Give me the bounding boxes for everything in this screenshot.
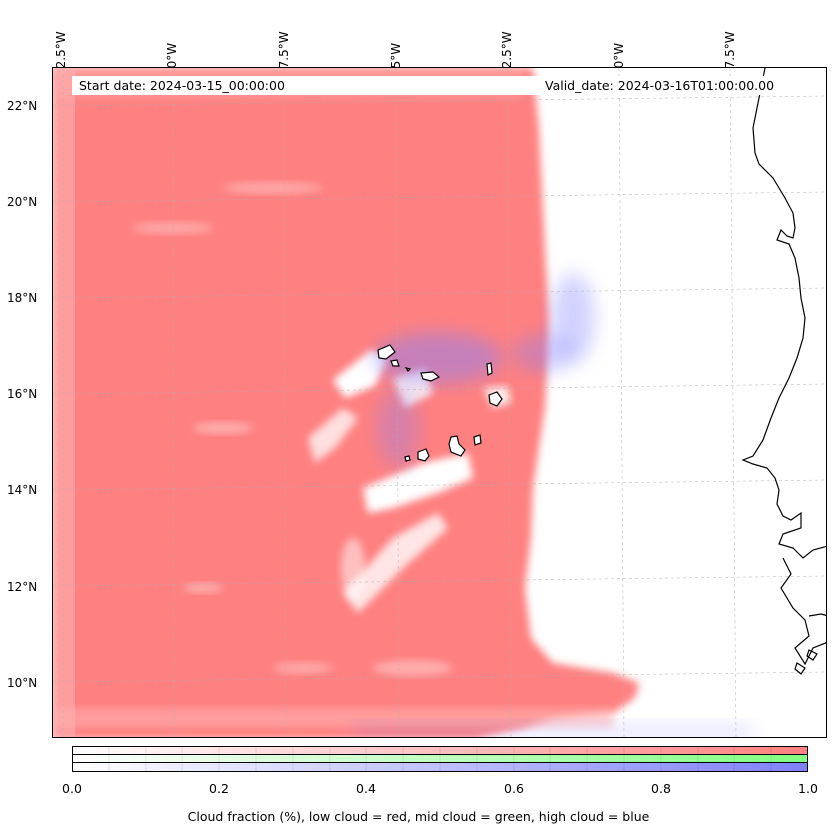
lat-label-16n: 16°N [7,387,38,401]
lat-label-14n: 14°N [7,483,38,497]
cape-verde-islands [377,344,503,462]
colorbar-svg [72,746,808,772]
colorbar-tick-0: 0.0 [62,781,82,796]
colorbar [72,746,808,772]
lat-label-18n: 18°N [7,291,38,305]
lat-label-12n: 12°N [7,580,38,594]
lat-label-22n: 22°N [7,99,38,113]
lat-label-10n: 10°N [7,676,38,690]
african-coastline [741,68,826,675]
colorbar-tick-5: 1.0 [798,781,818,796]
colorbar-tick-2: 0.4 [356,781,376,796]
valid-date-label: Valid_date: 2024-03-16T01:00:00.00 [545,78,775,93]
colorbar-caption: Cloud fraction (%), low cloud = red, mid… [187,809,650,824]
cloud-map [53,68,826,737]
map-panel [52,67,827,738]
date-header-band [72,76,802,95]
colorbar-tick-3: 0.6 [504,781,524,796]
high-cloud-field [353,273,753,737]
lat-label-20n: 20°N [7,195,38,209]
colorbar-high [72,762,808,772]
graticule [53,68,826,737]
colorbar-tick-4: 0.8 [651,781,671,796]
clear-sky-patches [133,182,511,676]
low-cloud-field [53,68,639,737]
start-date-label: Start date: 2024-03-15_00:00:00 [79,78,285,93]
colorbar-tick-1: 0.2 [209,781,229,796]
